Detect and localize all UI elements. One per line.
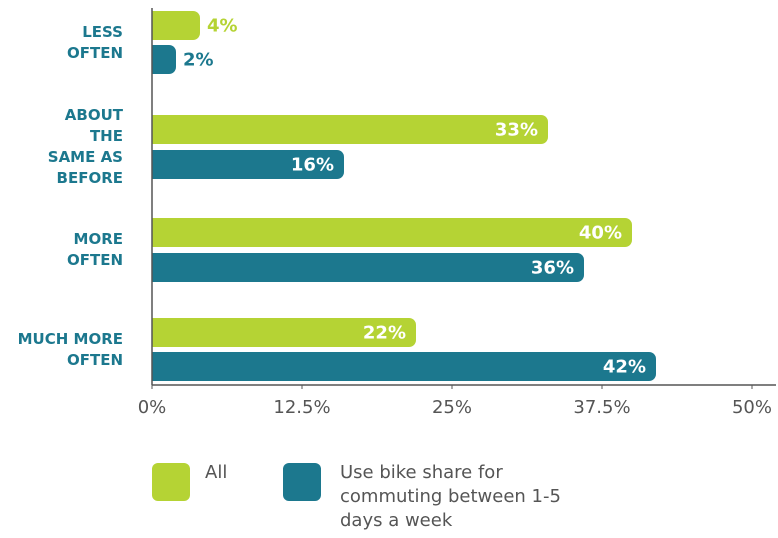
bar xyxy=(152,11,200,40)
category-label: LESS OFTEN xyxy=(66,22,123,62)
bar xyxy=(152,218,632,247)
bar xyxy=(152,115,548,144)
category-label: MORE OFTEN xyxy=(66,230,123,269)
bar xyxy=(152,150,344,179)
legend-label: All xyxy=(205,462,228,483)
bar xyxy=(152,253,584,282)
legend-label: Use bike share for commuting between 1-5… xyxy=(340,462,561,531)
x-tick-label: 37.5% xyxy=(573,397,630,418)
x-tick-label: 25% xyxy=(432,397,472,418)
bar xyxy=(152,352,656,381)
value-label: 4% xyxy=(207,16,238,37)
x-tick-label: 12.5% xyxy=(273,397,330,418)
value-label: 33% xyxy=(495,120,538,141)
value-label: 2% xyxy=(183,50,214,71)
legend-swatch xyxy=(152,463,190,501)
value-label: 22% xyxy=(363,323,406,344)
category-label: ABOUT THE SAME AS BEFORE xyxy=(47,106,123,187)
bar xyxy=(152,45,176,74)
bar xyxy=(152,318,416,347)
category-label: MUCH MORE OFTEN xyxy=(17,329,123,369)
x-tick-label: 0% xyxy=(138,397,167,418)
x-tick-label: 50% xyxy=(732,397,772,418)
value-label: 36% xyxy=(531,258,574,279)
legend-swatch xyxy=(283,463,321,501)
value-label: 40% xyxy=(579,223,622,244)
value-label: 42% xyxy=(603,357,646,378)
value-label: 16% xyxy=(291,155,334,176)
